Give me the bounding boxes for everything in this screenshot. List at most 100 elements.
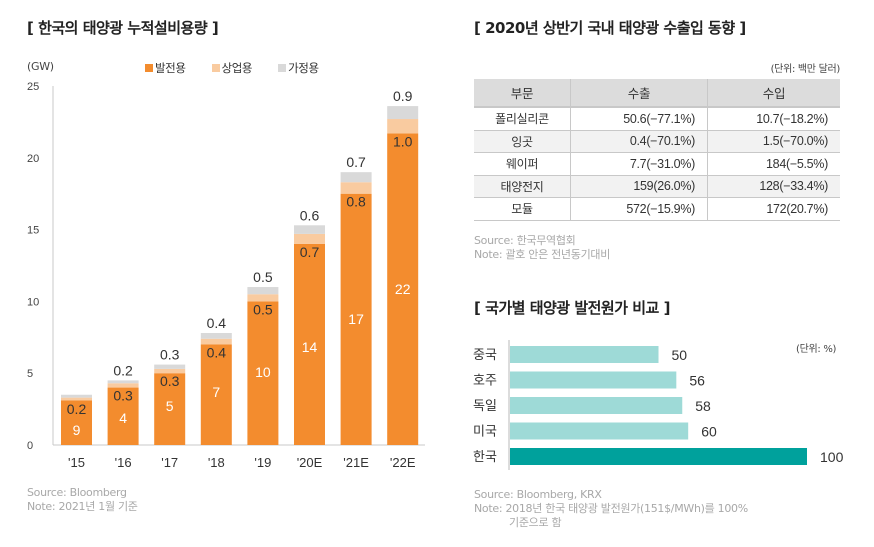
cost-chart-title: [ 국가별 태양광 발전원가 비교 ]	[474, 299, 670, 317]
cell-category: 폴리실리콘	[474, 107, 571, 131]
bar-segment-commercial	[107, 383, 139, 388]
legend-label: 발전용	[155, 61, 186, 75]
data-label-residential: 0.4	[207, 315, 227, 331]
bar-segment-power	[154, 373, 186, 445]
legend-item-power: 발전용	[145, 60, 186, 76]
data-label-residential: 0.2	[113, 362, 133, 378]
legend-label: 상업용	[221, 61, 253, 75]
bar-segment-power	[200, 344, 232, 445]
cell-export: 50.6(−77.1%)	[570, 107, 708, 131]
bar-segment-commercial	[61, 397, 92, 401]
bar-segment-commercial	[340, 182, 372, 194]
cell-import: 184(−5.5%)	[707, 152, 840, 176]
trade-table: 부문 수출 수입 폴리실리콘 50.6(−77.1%) 10.7(−18.2%)…	[474, 79, 840, 221]
cell-import: 172(20.7%)	[707, 197, 840, 221]
cost-chart-unit: (단위: %)	[796, 344, 837, 355]
cost-chart-note: Note: 2018년 한국 태양광 발전원가(151$/MWh)를 100%	[474, 502, 748, 515]
trade-table-unit: (단위: 백만 달러)	[770, 64, 841, 75]
cost-bar	[510, 371, 677, 389]
cost-bar	[510, 397, 683, 414]
bar-segment-commercial	[387, 119, 419, 134]
value-label: 56	[689, 373, 705, 389]
table-header-row: 부문 수출 수입	[474, 79, 840, 108]
data-label-power: 17	[348, 311, 364, 327]
cost-bar	[510, 448, 807, 465]
data-label-power: 4	[119, 410, 127, 426]
cell-export: 7.7(−31.0%)	[570, 152, 708, 176]
table-source: Source: 한국무역협회	[474, 234, 576, 247]
data-label-residential: 0.6	[300, 207, 320, 223]
data-label-power: 10	[255, 364, 271, 380]
header-export: 수출	[570, 79, 708, 108]
x-tick-label: '16	[115, 455, 132, 470]
bar-segment-residential	[154, 364, 186, 369]
cell-category: 잉곳	[474, 130, 571, 153]
bar-segment-power	[340, 193, 372, 445]
header-import: 수입	[707, 79, 840, 108]
data-label-residential: 0.3	[160, 347, 180, 363]
y-tick-label: 15	[27, 225, 39, 237]
chart-legend: 발전용 상업용 가정용	[145, 60, 319, 76]
y-tick-label: 0	[27, 440, 33, 452]
table-row: 잉곳 0.4(−70.1%) 1.5(−70.0%)	[474, 130, 840, 153]
data-label-commercial: 0.8	[346, 194, 366, 210]
x-tick-label: '19	[254, 455, 271, 470]
x-tick-label: '17	[161, 455, 178, 470]
bar-segment-residential	[387, 106, 419, 120]
y-tick-label: 5	[27, 368, 33, 380]
table-note: Note: 괄호 안은 전년동기대비	[474, 248, 611, 261]
data-label-commercial: 0.7	[300, 244, 320, 260]
value-label: 50	[672, 347, 688, 363]
legend-item-residential: 가정용	[278, 60, 319, 76]
cost-chart-note-cont: 기준으로 함	[509, 516, 562, 529]
x-tick-label: '15	[68, 455, 85, 470]
value-label: 60	[701, 424, 717, 440]
bar-segment-commercial	[200, 338, 232, 345]
trade-table-title: [ 2020년 상반기 국내 태양광 수출입 동향 ]	[474, 19, 746, 37]
cost-bar	[510, 346, 659, 363]
data-label-commercial: 0.4	[207, 344, 227, 360]
category-label: 한국	[473, 449, 497, 464]
bar-segment-commercial	[247, 294, 279, 302]
table-row: 모듈 572(−15.9%) 172(20.7%)	[474, 197, 840, 221]
left-source: Source: Bloomberg	[27, 486, 127, 499]
data-label-power: 5	[166, 398, 174, 414]
category-label: 미국	[473, 424, 497, 439]
data-label-power: 14	[302, 339, 318, 355]
bar-segment-power	[294, 243, 325, 445]
data-label-residential: 0.7	[346, 154, 366, 170]
category-label: 호주	[473, 373, 497, 388]
cell-import: 1.5(−70.0%)	[707, 130, 840, 153]
data-label-residential: 0.5	[253, 269, 273, 285]
bar-segment-residential	[247, 287, 279, 295]
legend-item-commercial: 상업용	[211, 60, 253, 76]
legend-swatch	[145, 64, 153, 72]
legend-swatch	[278, 64, 287, 72]
stacked-bar-chart: 0 5 10 15 20 25 9 0.2 '15 4 0.3 0.2 '16 5 0.3 0.3 '17 7 0.…	[27, 81, 425, 470]
bar-segment-power	[387, 133, 419, 445]
cost-chart-source: Source: Bloomberg, KRX	[474, 488, 602, 501]
bar-segment-commercial	[294, 233, 325, 244]
cell-import: 10.7(−18.2%)	[707, 107, 840, 131]
legend-label: 가정용	[288, 61, 319, 75]
cell-import: 128(−33.4%)	[707, 175, 840, 198]
cell-category: 웨이퍼	[474, 152, 571, 176]
header-category: 부문	[474, 79, 571, 108]
table-row: 폴리실리콘 50.6(−77.1%) 10.7(−18.2%)	[474, 107, 840, 131]
bar-segment-residential	[294, 225, 325, 234]
y-tick-label: 25	[27, 81, 39, 93]
legend-swatch	[211, 64, 220, 72]
category-label: 독일	[473, 398, 497, 413]
x-tick-label: '20E	[297, 455, 323, 470]
bar-segment-commercial	[154, 368, 186, 374]
cell-category: 모듈	[474, 197, 571, 221]
cell-export: 0.4(−70.1%)	[570, 130, 708, 153]
value-label: 58	[695, 398, 711, 414]
cost-bar	[510, 422, 689, 440]
bar-segment-power	[61, 400, 92, 445]
category-label: 중국	[473, 347, 497, 362]
data-label-commercial: 0.3	[113, 388, 133, 404]
cell-export: 159(26.0%)	[570, 175, 708, 198]
stacked-chart-title: [ 한국의 태양광 누적설비용량 ]	[27, 19, 219, 37]
data-label-commercial: 0.5	[253, 301, 273, 317]
